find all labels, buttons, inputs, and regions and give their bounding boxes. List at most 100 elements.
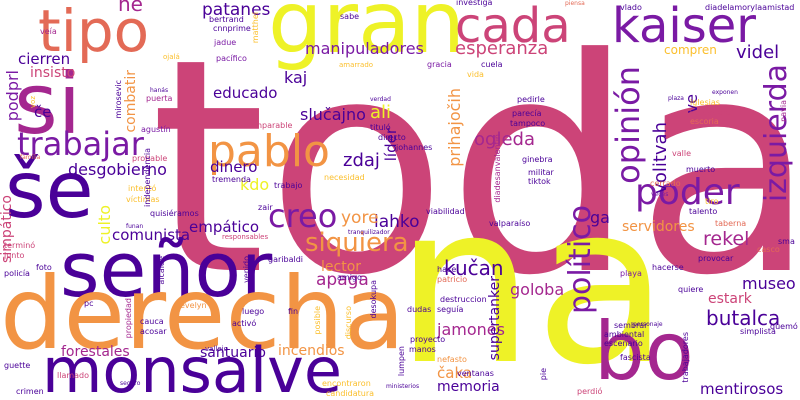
word-directo: directo [378,133,406,142]
word-supertanker: supertanker [487,276,503,361]
word-hanas: hanás [150,87,169,94]
word-acosar: acosar [140,327,167,336]
word-memoria: memoria [437,379,500,395]
word-sembrar: sembrar [614,321,648,330]
word-pc: pc [84,299,94,308]
word-santuario: santuario [200,345,266,361]
word-activo: activó [232,319,257,328]
word-tiro: tiro [705,197,719,206]
word-monsalve: monsalve [42,334,342,400]
word-siquiera: siquiera [305,228,409,258]
word-trabajar: trabajar [17,125,144,163]
word-creo: creo [268,197,338,235]
word-amarrado: amarrado [339,61,374,69]
word-kucan: kučan [444,256,504,280]
word-navia: navia [779,100,788,122]
word-yore: yore [341,208,379,228]
word-gran: gran [268,0,466,73]
word-alcalde: alcalde [157,256,166,285]
word-mirosevic: mirosevic [114,80,123,119]
word-personaje: personaje [633,321,663,328]
word-voz: voz [29,96,37,109]
word-iglesias: iglesias [690,98,720,107]
word-posible: posible [313,306,322,335]
word-victimas: víctimas [126,195,160,204]
word-vlado: vlado [620,3,642,12]
word-matthei: matthei [251,12,260,44]
word-gracia: gracia [427,60,452,69]
word-cada: cada [455,0,571,54]
word-verdad: verdad [370,96,391,103]
word-toda: toda [150,0,800,340]
word-quemo: quemó [770,322,798,331]
word-destruccion: destruccion [440,295,487,304]
word-pie: pie [539,368,548,381]
word-crimen: crimen [16,387,44,396]
word-hace: hace [437,265,457,274]
word-bertrand: bertrand [209,15,244,24]
word-valle: valle [672,149,692,158]
word-lector: lector [321,259,362,275]
word-ne: ne [118,0,143,16]
word-garibaldi: garibaldi [268,255,303,264]
word-tranquilizador: tranquilizador [348,229,390,236]
word-independencia: independencia [143,148,152,207]
word-tampoco: tampoco [510,119,546,128]
word-forestales: forestales [61,344,130,360]
word-ga: ga [590,208,610,227]
word-vida: vida [467,70,484,79]
word-patricio: patricio [437,275,468,284]
word-fascista: fascista [620,353,651,362]
word-foto: foto [36,263,52,272]
word-estark: estark [708,291,752,307]
word-pedirle: pedirle [517,95,545,104]
word-ginebra: ginebra [522,155,553,164]
word-ce: če [34,103,52,121]
word-si: si [14,55,82,153]
word-fin: fin [288,307,299,316]
word-amigo: amigo [337,273,362,282]
word-pacifico: pacífico [216,54,247,63]
word-slucajno: slučajno [300,105,366,124]
word-kdo: kdo [240,175,270,194]
word-lahko: lahko [374,212,420,232]
word-talento: talento [689,207,718,216]
word-termino: terminó [4,241,36,250]
word-educado: educado [213,84,278,102]
word-empatico: empático [189,218,260,236]
word-proyecto: proyecto [410,335,446,344]
word-zair: zair [258,203,273,212]
word-johannes: johannes [396,143,433,152]
word-valparaiso: valparaíso [489,219,531,228]
word-museo: museo [742,274,796,293]
word-butalca: butalca [706,306,781,330]
word-simplista: simplista [740,327,776,336]
word-pablo: pablo [208,126,330,177]
word-taberna: taberna [715,219,747,228]
word-trabajo: trabajo [274,181,303,190]
word-dudas: dudas [407,305,432,314]
word-cnnprime: cnnprime [213,24,251,33]
word-caka: čaka [437,364,473,382]
word-ventanas: ventanas [457,369,494,378]
word-intento: intentó [128,184,157,193]
word-kaiser: kaiser [612,0,756,54]
word-playa: playa [620,269,642,278]
word-escoria: escoria [690,117,719,126]
word-funan: funan [126,223,144,230]
word-tipo: tipo [38,0,150,65]
word-discurso: discurso [344,306,353,340]
word-jadue: jadue [214,38,237,47]
word-diadelamoryla: diadelamorylaamistad [705,3,795,12]
word-comunista: comunista [112,226,191,244]
word-ambiental: ambiental [604,330,645,339]
word-tremenda: tremenda [212,175,251,184]
word-cauca: cauca [140,317,164,326]
word-desgobierno: desgobierno [68,160,167,179]
word-candidatura: candidatura [326,389,375,398]
word-ojala: ojalá [163,53,180,61]
word-investiga: investiga [456,0,493,7]
word-casco: casco [757,245,780,254]
word-titulo: tituló [370,123,391,132]
word-responsables: responsables [222,233,269,241]
